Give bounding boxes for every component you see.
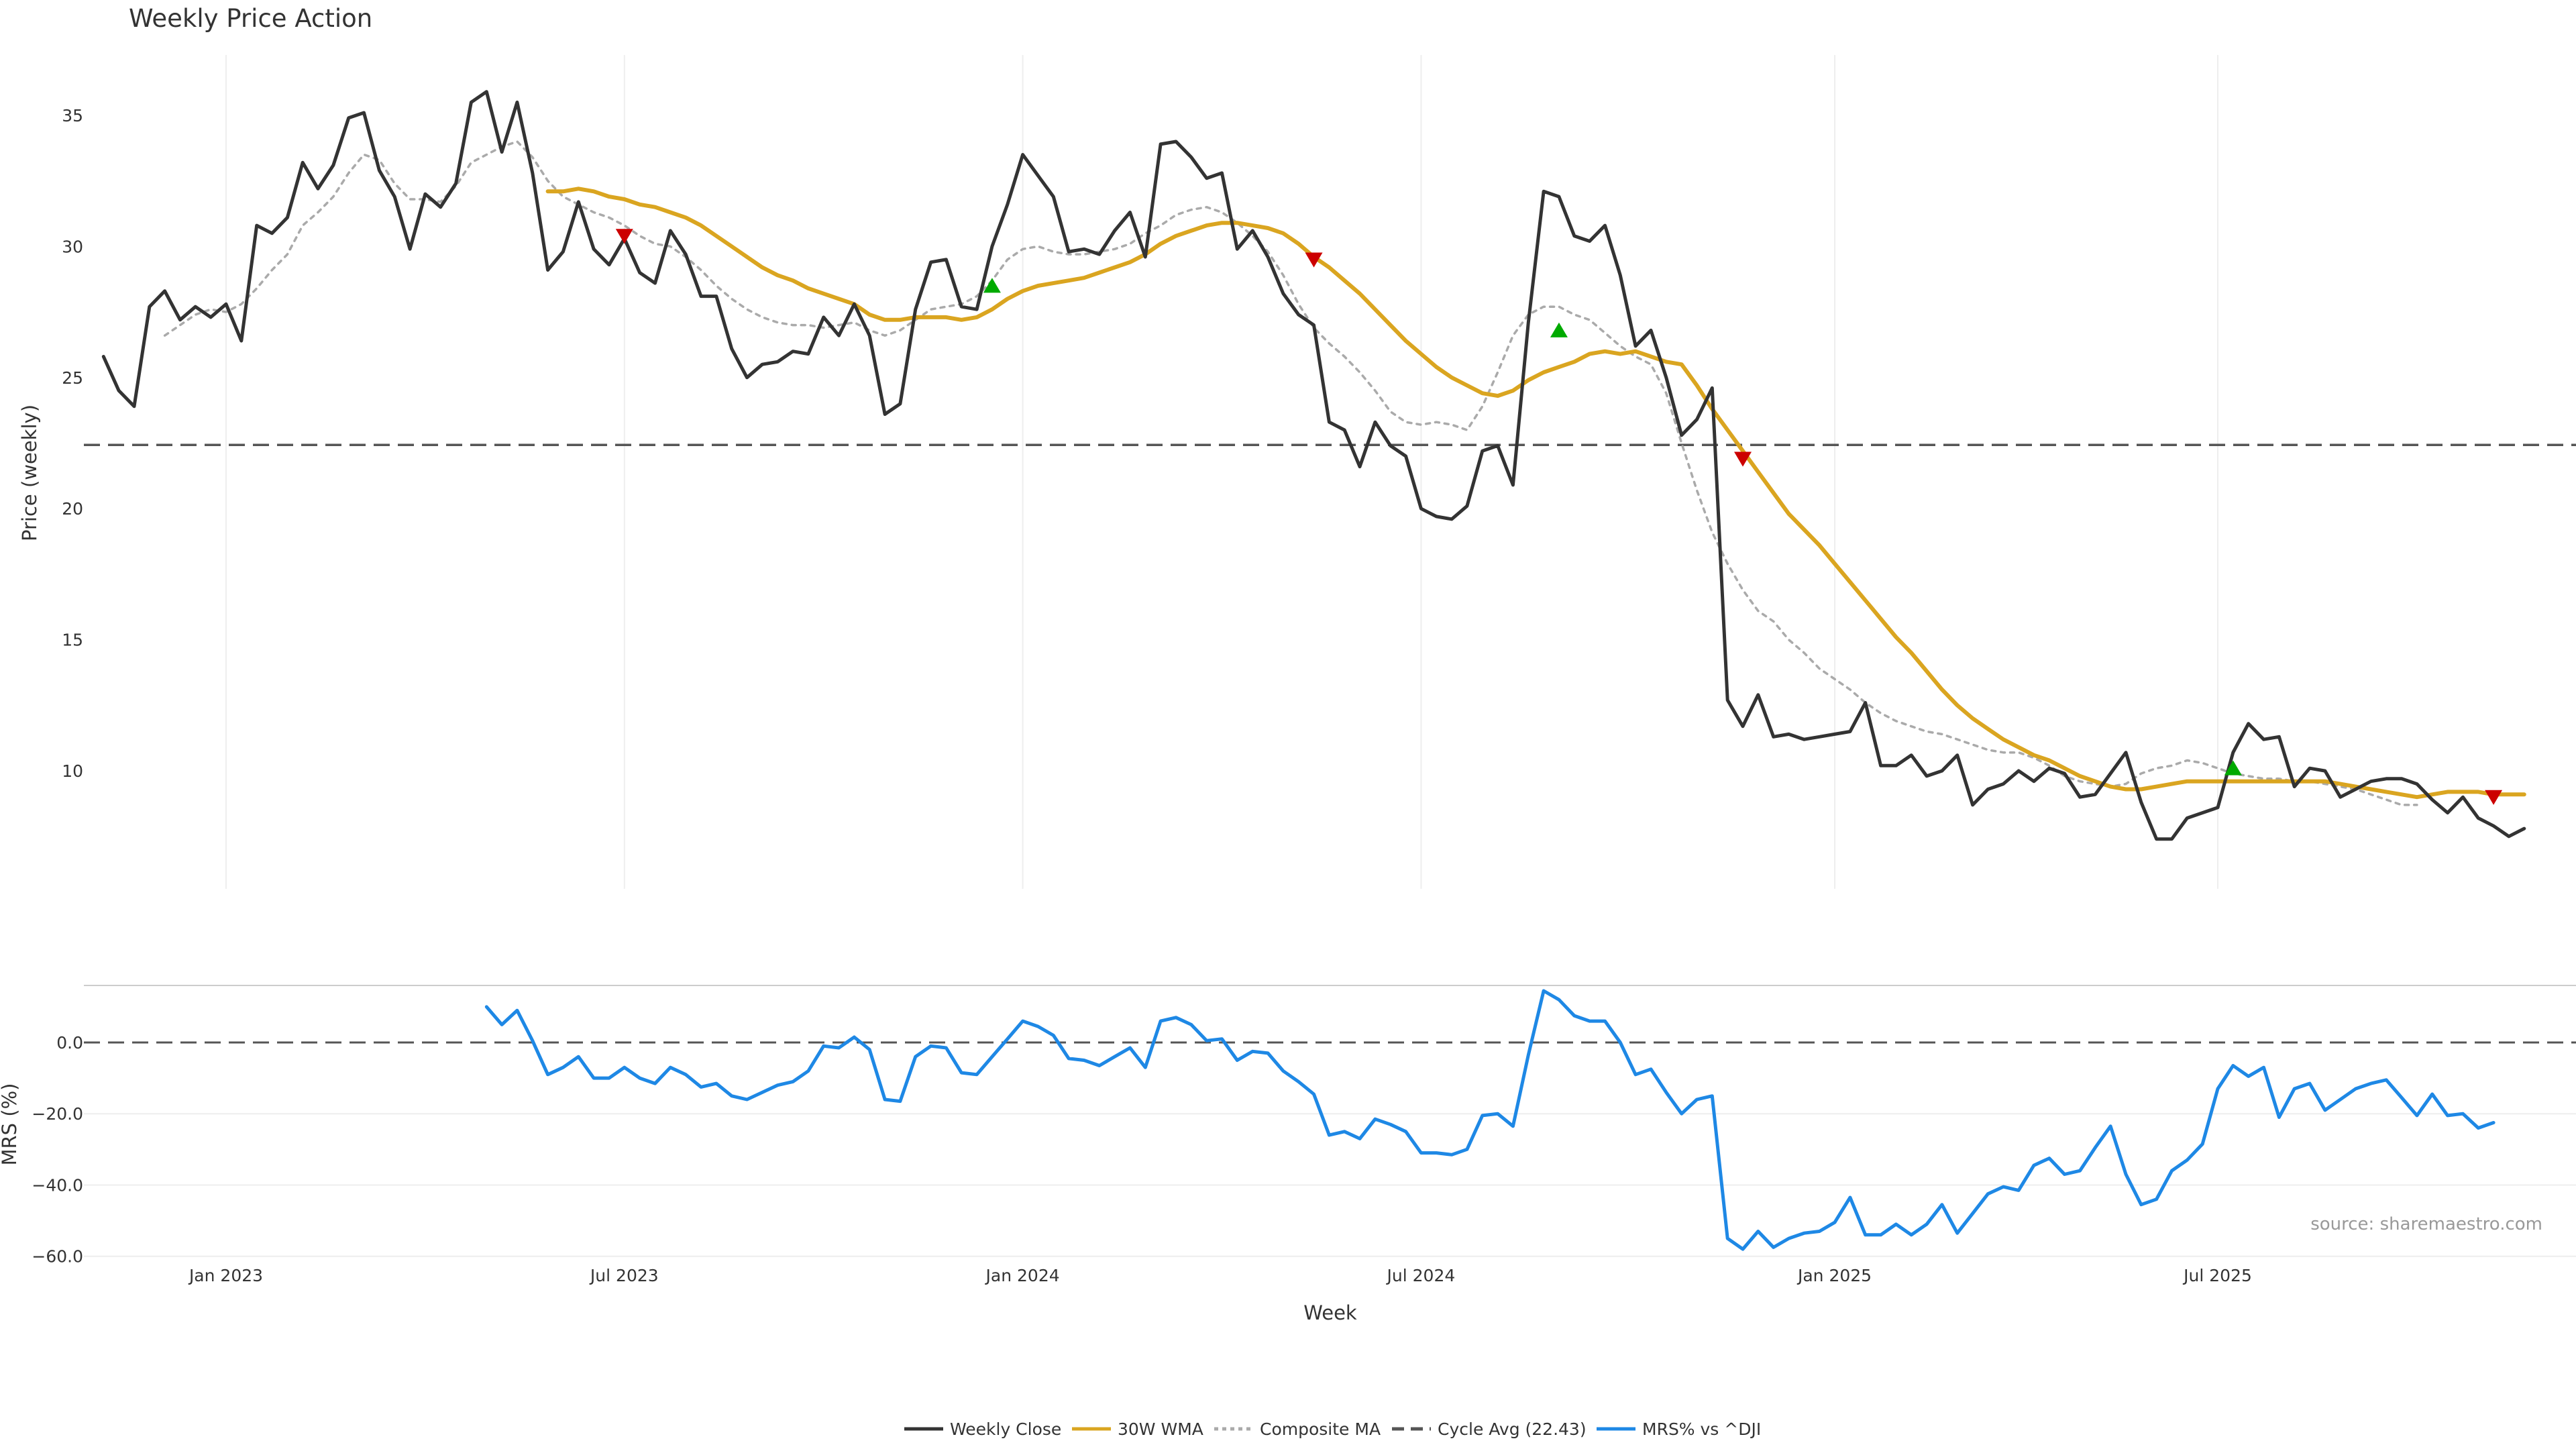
chart-title: Weekly Price Action — [129, 4, 372, 33]
price-y-tick-label: 35 — [62, 106, 83, 125]
legend-item: MRS% vs ^DJI — [1597, 1419, 1761, 1439]
x-tick-label: Jul 2024 — [1386, 1266, 1456, 1285]
sell-signal-marker — [615, 229, 633, 244]
buy-signal-marker — [1550, 322, 1568, 337]
x-tick-label: Jul 2025 — [2182, 1266, 2252, 1285]
price-panel: 10 15 20 25 30 35 — [62, 55, 2576, 889]
30w-wma-line — [545, 186, 2526, 800]
x-tick-label: Jan 2024 — [985, 1266, 1060, 1285]
x-tick-label: Jan 2023 — [188, 1266, 263, 1285]
mrs-y-tick-label: −20.0 — [32, 1104, 83, 1124]
sell-signal-marker — [1734, 451, 1752, 467]
legend-item: 30W WMA — [1072, 1419, 1203, 1439]
mrs-panel: 0.0 −20.0 −40.0 −60.0 — [32, 989, 2576, 1267]
source-annotation: source: sharemaestro.com — [2310, 1214, 2542, 1234]
price-axis-title: Price (weekly) — [18, 405, 41, 541]
legend-item: Cycle Avg (22.43) — [1392, 1419, 1587, 1439]
mrs-y-tick-label: −40.0 — [32, 1175, 83, 1195]
legend-label: Weekly Close — [950, 1419, 1061, 1439]
legend-label: MRS% vs ^DJI — [1642, 1419, 1761, 1439]
x-axis-title: Week — [1303, 1301, 1357, 1324]
composite-ma-line — [163, 140, 2418, 806]
price-y-tick-label: 25 — [62, 368, 83, 388]
legend-label: Composite MA — [1260, 1419, 1381, 1439]
mrs-line — [484, 989, 2496, 1251]
buy-signal-marker — [2224, 760, 2242, 775]
x-axis-ticks: Jan 2023 Jul 2023 Jan 2024 Jul 2024 Jan 2025… — [188, 1266, 2252, 1285]
price-y-tick-label: 10 — [62, 761, 83, 781]
chart-legend: Weekly Close 30W WMA Composite MA Cycle Avg… — [904, 1419, 1761, 1439]
legend-label: Cycle Avg (22.43) — [1438, 1419, 1587, 1439]
legend-label: 30W WMA — [1118, 1419, 1203, 1439]
price-y-tick-label: 30 — [62, 237, 83, 256]
price-y-tick-label: 20 — [62, 499, 83, 519]
mrs-axis-title: MRS (%) — [0, 1083, 21, 1166]
mrs-y-tick-label: 0.0 — [56, 1033, 83, 1053]
mrs-y-tick-label: −60.0 — [32, 1247, 83, 1267]
sell-signal-marker — [2485, 790, 2503, 805]
sell-signal-marker — [1305, 252, 1323, 268]
legend-item: Weekly Close — [904, 1419, 1061, 1439]
price-y-tick-label: 15 — [62, 631, 83, 650]
weekly-close-line — [101, 90, 2526, 841]
legend-item: Composite MA — [1214, 1419, 1381, 1439]
x-tick-label: Jul 2023 — [589, 1266, 659, 1285]
x-tick-label: Jan 2025 — [1796, 1266, 1872, 1285]
buy-signal-marker — [983, 278, 1001, 293]
